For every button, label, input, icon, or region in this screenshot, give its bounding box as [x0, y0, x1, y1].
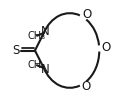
- Text: O: O: [83, 8, 92, 21]
- Text: CH₃: CH₃: [27, 31, 45, 41]
- Text: N: N: [41, 63, 50, 76]
- Text: S: S: [12, 44, 19, 57]
- Text: CH₃: CH₃: [27, 60, 45, 70]
- Text: N: N: [41, 25, 50, 38]
- Text: O: O: [82, 80, 91, 93]
- Text: O: O: [101, 41, 110, 54]
